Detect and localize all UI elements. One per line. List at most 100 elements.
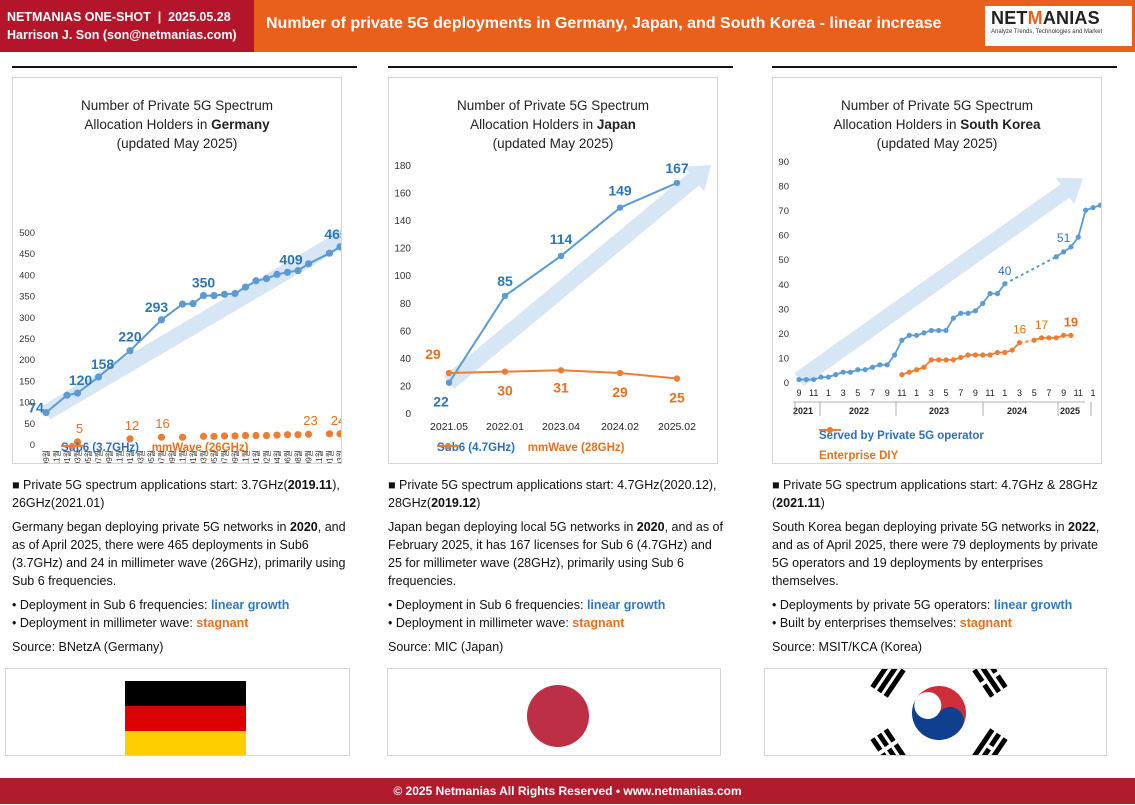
- netmanias-logo: NETMANIAS Analyze Trends, Technologies a…: [985, 6, 1132, 46]
- x-tick-label: 9: [973, 388, 978, 398]
- sub6-data-label: 350: [192, 275, 216, 291]
- japan-flag: [527, 685, 589, 747]
- sub6-data-label: 149: [608, 183, 632, 199]
- mmwave-data-label: 31: [553, 379, 569, 395]
- sub6-point: [63, 391, 71, 399]
- germany-chart: 0501001502002503003504004505002020년 09월2…: [19, 226, 342, 464]
- diy-point: [1038, 335, 1045, 341]
- y-tick-label: 50: [778, 255, 789, 266]
- x-tick-label: 2024년 11월: [314, 450, 324, 464]
- operator-point: [994, 291, 1001, 297]
- page-title: Number of private 5G deployments in Germ…: [266, 15, 942, 32]
- operator-point: [1061, 249, 1067, 255]
- sub6-point: [673, 179, 681, 187]
- y-tick-label: 20: [400, 381, 412, 392]
- x-tick-label: 3: [841, 388, 846, 398]
- operator-point: [862, 367, 868, 373]
- sub6-point: [304, 260, 313, 268]
- operator-point: [906, 332, 912, 338]
- mmwave-data-label: 12: [125, 418, 139, 433]
- sub6-point: [325, 249, 334, 257]
- x-tick-label: 1: [826, 388, 831, 398]
- y-tick-label: 20: [778, 329, 789, 340]
- mmwave-point: [241, 431, 250, 440]
- diy-point: [906, 369, 912, 375]
- operator-point: [855, 367, 861, 373]
- x-tick-label: 1: [914, 388, 919, 398]
- sub6-data-label: 158: [91, 356, 115, 372]
- x-tick-label: 9: [885, 388, 890, 398]
- germany-notes: ■ Private 5G spectrum applications start…: [12, 476, 352, 656]
- diy-point: [1009, 347, 1015, 353]
- germany-chart-title: Number of Private 5G Spectrum Allocation…: [80, 98, 274, 151]
- sub6-point: [126, 347, 134, 355]
- author: Harrison J. Son (son@netmanias.com): [7, 28, 237, 42]
- y-tick-label: 200: [19, 355, 35, 366]
- operator-point: [950, 315, 956, 321]
- diy-point: [1068, 332, 1074, 338]
- operator-point: [1068, 244, 1074, 250]
- x-tick-label: 2021.05: [430, 421, 468, 433]
- diy-point: [1053, 335, 1059, 341]
- y-tick-label: 0: [405, 409, 411, 420]
- mmwave-point: [283, 431, 292, 439]
- japan-chart-panel: 0 20 40 60 80 100 120 140 160 180 2021.05 2022.01 20…: [388, 77, 718, 464]
- x-tick-label: 2023.04: [542, 421, 580, 433]
- x-tick-label: 2024년 01월: [251, 450, 261, 464]
- y-tick-label: 50: [24, 419, 35, 430]
- divider: [12, 66, 357, 68]
- sub6-data-label: 22: [433, 394, 449, 410]
- mmwave-point: [501, 368, 509, 375]
- korea-flag-box: [764, 659, 1107, 767]
- diy-data-label: 19: [1064, 314, 1078, 329]
- korea-legend: Served by Private 5G operator Enterprise…: [819, 426, 984, 463]
- divider: [388, 66, 733, 68]
- mmwave-data-label: 30: [497, 383, 513, 399]
- y-tick-label: 30: [778, 304, 789, 315]
- x-tick-label: 9: [1061, 388, 1066, 398]
- operator-data-label: 40: [998, 264, 1012, 278]
- y-tick-label: 80: [400, 299, 412, 310]
- operator-point: [943, 327, 949, 334]
- y-tick-label: 40: [400, 354, 412, 365]
- y-tick-label: 140: [394, 216, 411, 227]
- korea-column: 0 10 20 30 40 50 60 70 80 90 9 11 1 3 5 7 9 11 1 3 5 7 9 11 1 3 5 7…: [772, 66, 1117, 662]
- x-tick-label: 5: [1032, 388, 1037, 398]
- korea-notes: ■ Private 5G spectrum applications start…: [772, 476, 1112, 656]
- x-tick-label: 1: [1002, 388, 1007, 398]
- operator-point: [796, 376, 802, 383]
- x-tick-label: 7: [958, 388, 963, 398]
- mmwave-data-label: 16: [155, 416, 169, 431]
- japan-source: Source: MIC (Japan): [388, 640, 504, 654]
- germany-chart-panel: 0501001502002503003504004505002020년 09월2…: [12, 77, 342, 464]
- germany-legend: Sub6 (3.7GHz) mmWave (26GHz): [61, 442, 249, 454]
- x-tick-label: 2021년 03월: [73, 450, 83, 464]
- germany-column: 0501001502002503003504004505002020년 09월2…: [12, 66, 357, 662]
- operator-point: [825, 374, 831, 380]
- diy-point: [914, 367, 920, 373]
- japan-notes: ■ Private 5G spectrum applications start…: [388, 476, 728, 656]
- operator-point: [811, 376, 817, 383]
- x-tick-label: 2020년 11월: [52, 450, 62, 464]
- y-tick-label: 100: [394, 271, 411, 282]
- x-tick-label: 2024년 06월: [283, 450, 293, 464]
- mmwave-point: [73, 438, 82, 446]
- header-bar: NETMANIAS ONE-SHOT | 2025.05.28 Harrison…: [0, 0, 1135, 52]
- operator-point: [1002, 281, 1008, 287]
- y-tick-label: 60: [400, 326, 412, 337]
- y-tick-label: 300: [19, 313, 35, 324]
- operator-point: [928, 327, 934, 334]
- x-tick-label: 2025년 03월: [335, 450, 342, 464]
- x-tick-label: 5: [855, 388, 860, 398]
- diy-data-label: 17: [1035, 318, 1049, 332]
- mmwave-data-label: 23: [303, 413, 317, 428]
- y-tick-label: 400: [19, 270, 35, 281]
- header-date: 2025.05.28: [168, 10, 231, 24]
- japan-chart-title: Number of Private 5G Spectrum Allocation…: [456, 98, 650, 151]
- divider: [772, 66, 1117, 68]
- mmwave-point: [273, 431, 281, 439]
- mmwave-data-label: 25: [669, 390, 685, 406]
- x-tick-label: 2024.02: [601, 421, 639, 433]
- x-year-label: 2025: [1060, 406, 1080, 416]
- x-tick-label: 2025년 01월: [325, 450, 335, 464]
